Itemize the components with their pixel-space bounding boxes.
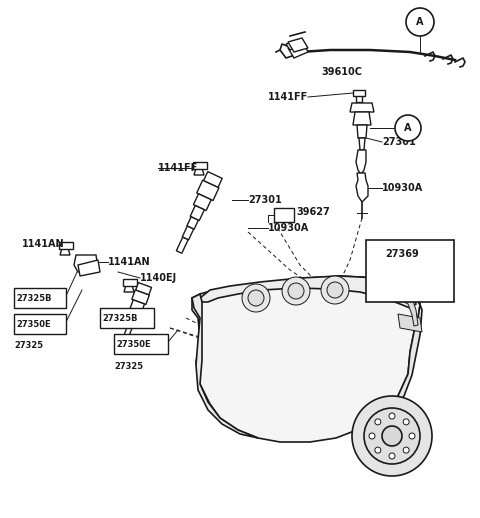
Circle shape: [403, 447, 409, 453]
Circle shape: [242, 284, 270, 312]
Polygon shape: [197, 180, 219, 200]
Text: 27301: 27301: [248, 195, 282, 205]
Bar: [100, 308, 154, 328]
Polygon shape: [132, 290, 149, 305]
Polygon shape: [356, 95, 362, 102]
Polygon shape: [352, 284, 422, 434]
Circle shape: [375, 447, 381, 453]
Text: A: A: [404, 123, 412, 133]
Circle shape: [382, 426, 402, 446]
Circle shape: [406, 8, 434, 36]
Circle shape: [321, 276, 349, 304]
Text: 10930A: 10930A: [382, 183, 423, 193]
Circle shape: [369, 433, 375, 439]
Text: 27350E: 27350E: [116, 339, 151, 349]
Text: A: A: [416, 17, 424, 27]
Polygon shape: [356, 173, 368, 202]
Polygon shape: [192, 294, 258, 438]
Circle shape: [288, 283, 304, 299]
Polygon shape: [356, 150, 366, 173]
Polygon shape: [123, 279, 137, 286]
Polygon shape: [398, 314, 422, 332]
Text: 39610C: 39610C: [322, 67, 362, 77]
Polygon shape: [59, 242, 73, 249]
Polygon shape: [193, 162, 207, 169]
Circle shape: [403, 419, 409, 425]
Polygon shape: [357, 125, 367, 138]
Polygon shape: [200, 276, 416, 308]
Polygon shape: [182, 226, 193, 240]
Text: 1141FF: 1141FF: [268, 92, 308, 102]
Polygon shape: [126, 316, 136, 328]
Polygon shape: [288, 44, 308, 58]
Circle shape: [389, 453, 395, 459]
Polygon shape: [288, 38, 308, 52]
Text: 10930A: 10930A: [268, 223, 309, 233]
Polygon shape: [353, 90, 365, 96]
Circle shape: [389, 413, 395, 419]
Circle shape: [282, 277, 310, 305]
Polygon shape: [204, 171, 222, 188]
Text: 1141FF: 1141FF: [158, 163, 198, 173]
Polygon shape: [130, 300, 144, 312]
Text: 27325: 27325: [114, 362, 143, 370]
Bar: [14, 288, 66, 308]
Circle shape: [395, 115, 421, 141]
Polygon shape: [350, 103, 374, 112]
Polygon shape: [400, 295, 418, 326]
Circle shape: [375, 419, 381, 425]
Text: 1141AN: 1141AN: [22, 239, 65, 249]
Text: 27325: 27325: [14, 340, 43, 350]
Text: 27350E: 27350E: [16, 320, 50, 328]
Polygon shape: [286, 40, 302, 50]
Bar: [366, 240, 454, 302]
Polygon shape: [190, 206, 204, 221]
Text: 1140EJ: 1140EJ: [140, 273, 177, 283]
Polygon shape: [353, 112, 371, 125]
Polygon shape: [359, 138, 365, 150]
Text: 27325B: 27325B: [102, 313, 137, 323]
Polygon shape: [136, 283, 152, 295]
Text: 27325B: 27325B: [16, 294, 51, 303]
Polygon shape: [74, 255, 98, 272]
Circle shape: [248, 290, 264, 306]
Polygon shape: [124, 285, 134, 292]
Text: 27301: 27301: [382, 137, 416, 147]
Polygon shape: [60, 248, 70, 255]
Polygon shape: [187, 217, 198, 229]
Bar: [14, 314, 66, 334]
Polygon shape: [129, 309, 140, 320]
Circle shape: [352, 396, 432, 476]
Polygon shape: [192, 276, 420, 442]
Polygon shape: [193, 194, 211, 211]
Polygon shape: [123, 326, 132, 340]
Polygon shape: [194, 168, 204, 175]
Circle shape: [364, 408, 420, 464]
Polygon shape: [274, 208, 294, 222]
Circle shape: [409, 433, 415, 439]
Text: 27369: 27369: [385, 249, 419, 259]
Bar: [114, 334, 168, 354]
Circle shape: [327, 282, 343, 298]
Polygon shape: [176, 237, 188, 253]
Text: 39627: 39627: [296, 207, 330, 217]
Polygon shape: [78, 260, 100, 276]
Text: 27366: 27366: [220, 317, 254, 327]
Text: 1141AN: 1141AN: [108, 257, 151, 267]
